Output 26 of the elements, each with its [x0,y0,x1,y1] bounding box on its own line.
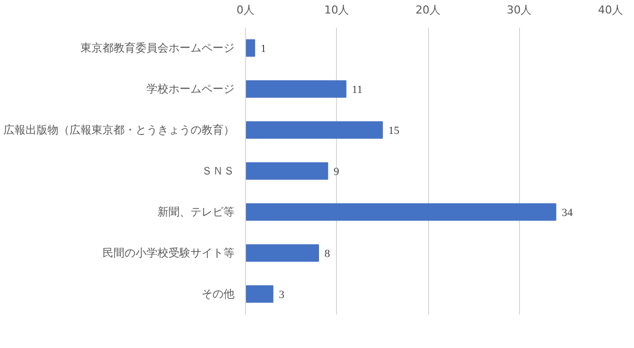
y-tick-label: 東京都教育委員会ホームページ [80,42,234,54]
y-tick-label: 新聞、テレビ等 [158,206,234,218]
y-tick-label: その他 [202,288,234,300]
data-label: 1 [260,43,266,55]
bar [246,203,556,221]
bar [246,162,328,180]
bar [246,39,256,57]
x-tick-label: 0人 [236,4,254,16]
y-tick-label: 民間の小学校受験サイト等 [102,246,234,260]
data-label: 11 [352,84,362,96]
bar [246,121,383,139]
bar [246,244,319,262]
data-label: 3 [278,289,285,301]
bar [246,80,346,98]
x-tick-label: 20人 [416,4,440,16]
data-label: 9 [334,166,340,178]
data-label: 8 [324,248,330,260]
x-tick-label: 30人 [506,4,532,16]
bar [246,285,274,303]
y-tick-label: 広報出版物（広報東京都・とうきょうの教育） [4,124,234,136]
x-tick-label: 10人 [324,4,350,16]
data-label: 15 [388,125,400,137]
x-tick-label: 40人 [598,4,623,16]
y-tick-label: 学校ホームページ [146,82,234,96]
y-tick-label: ＳＮＳ [202,164,234,178]
data-label: 34 [562,207,574,219]
